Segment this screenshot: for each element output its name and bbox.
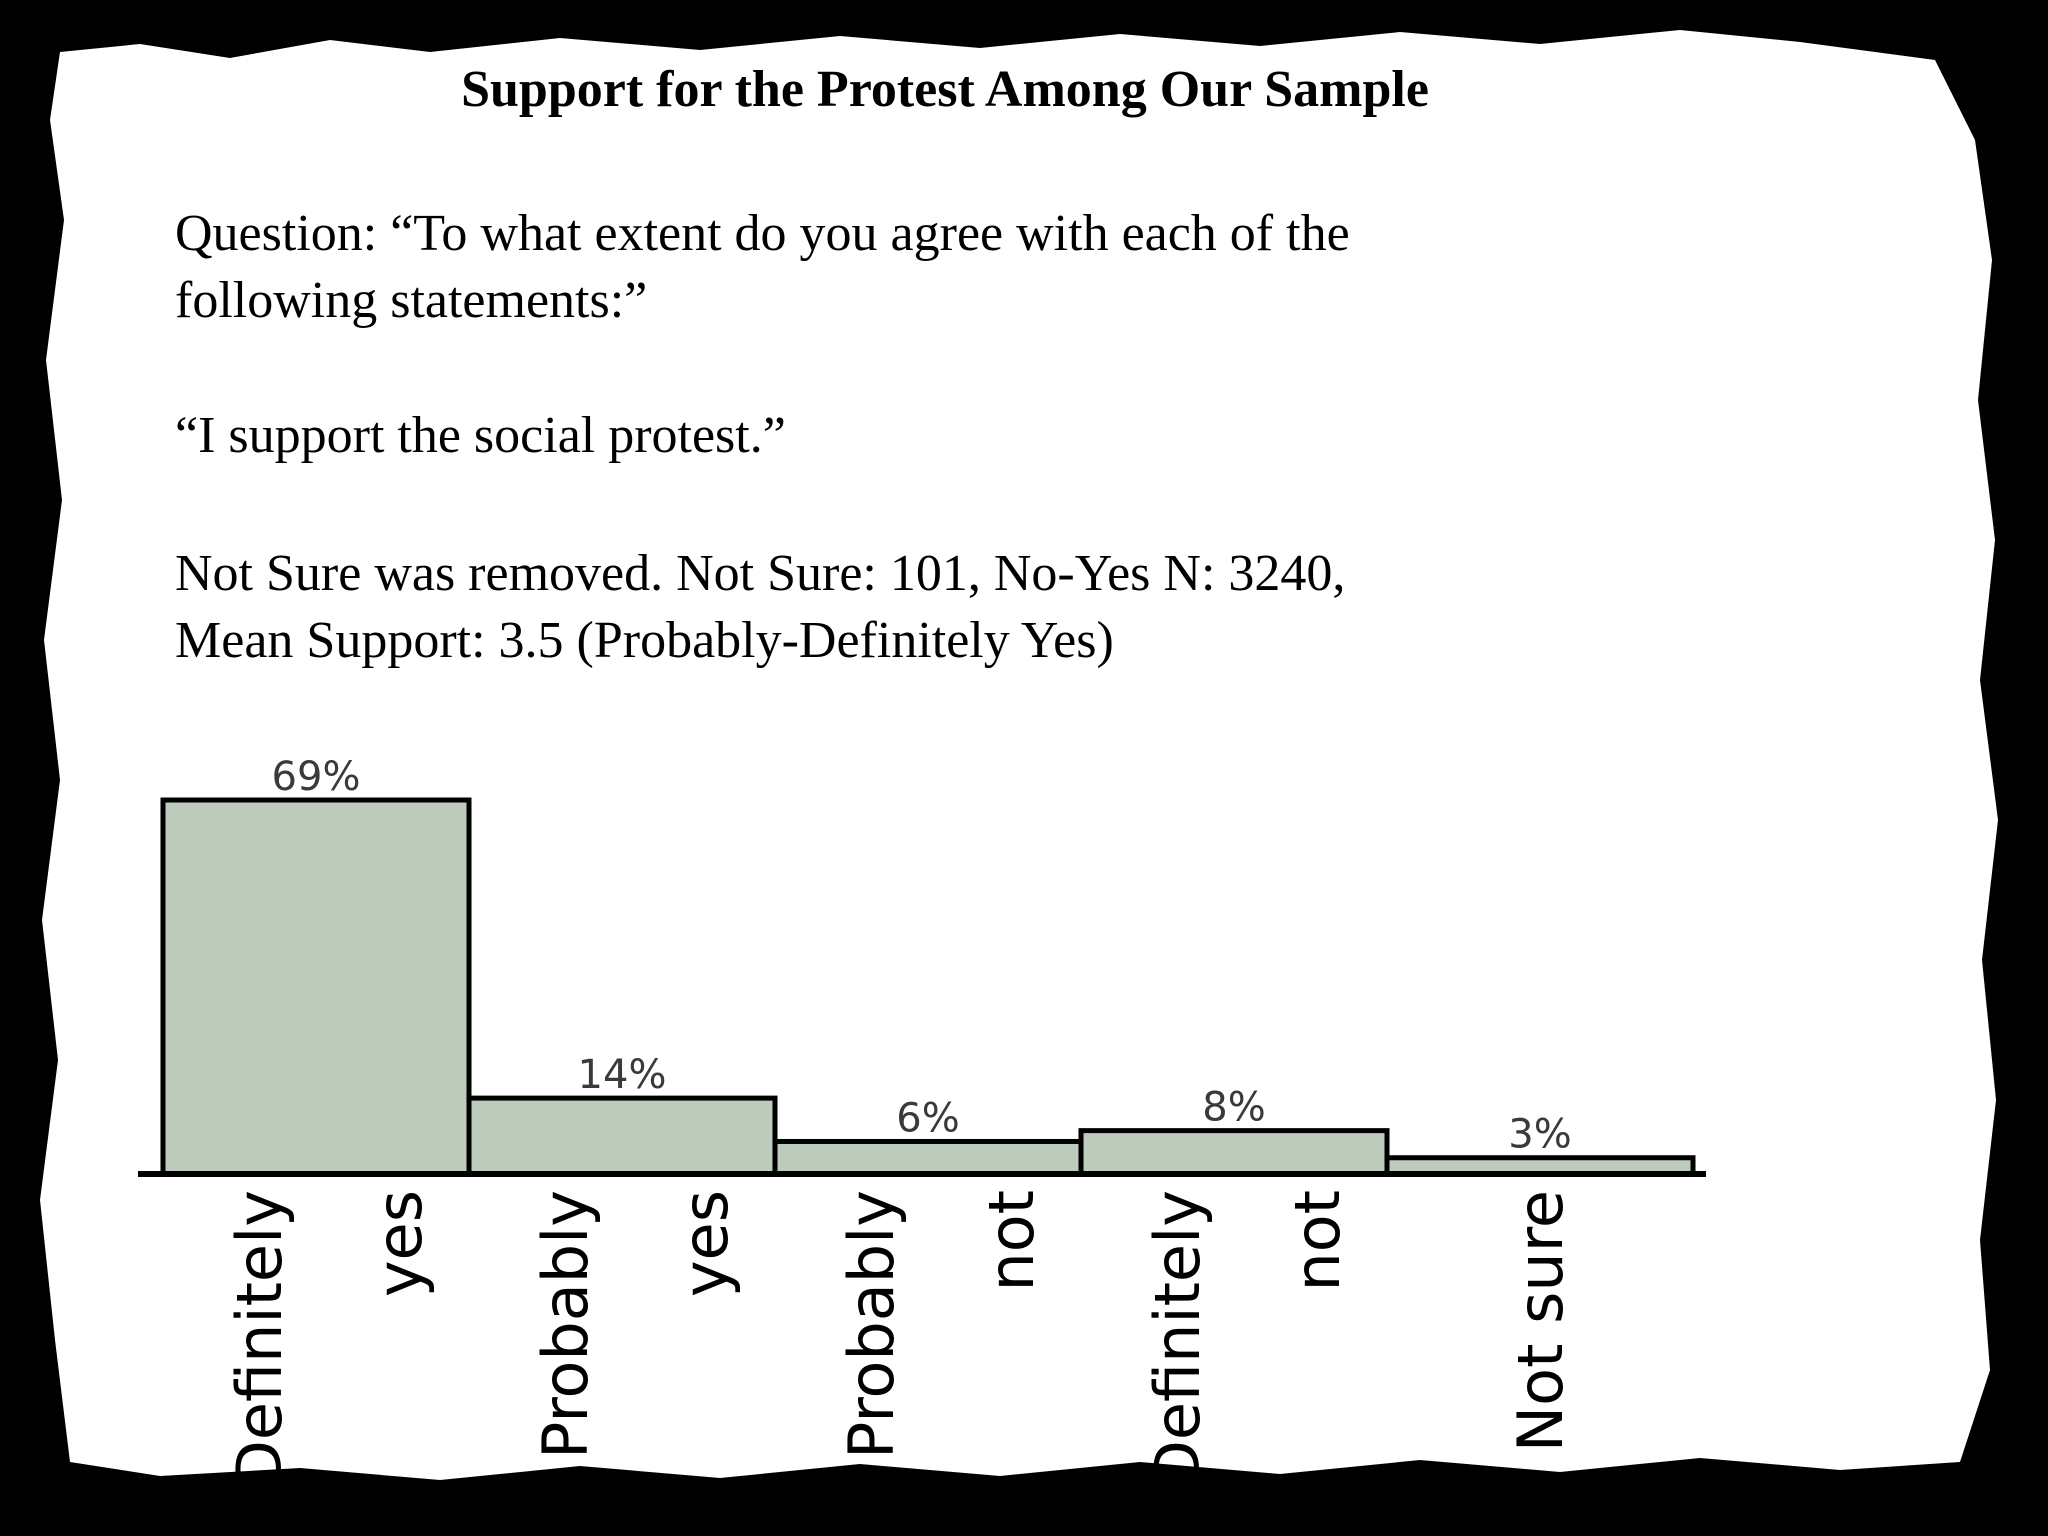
sample-note-line-1: Not Sure was removed. Not Sure: 101, No-… (175, 545, 1346, 602)
data-label-1: 14% (578, 1052, 667, 1098)
question-line-2: following statements:” (175, 272, 648, 329)
category-label-1-1: yes (669, 1190, 742, 1297)
sample-note: Not Sure was removed. Not Sure: 101, No-… (175, 540, 1675, 674)
bar-3 (1078, 1128, 1390, 1177)
bar-2 (772, 1138, 1084, 1177)
statement-text: “I support the social protest.” (175, 407, 786, 464)
question-text: Question: “To what extent do you agree w… (175, 200, 1675, 334)
slide-title: Support for the Protest Among Our Sample (461, 61, 1429, 118)
category-label-4-0: Not sure (1504, 1190, 1577, 1452)
sample-note-line-2: Mean Support: 3.5 (Probably-Definitely Y… (175, 612, 1114, 669)
category-label-3-0: Definitely (1141, 1190, 1214, 1488)
data-label-0: 69% (272, 754, 361, 800)
bar-0 (160, 797, 472, 1177)
data-label-4: 3% (1508, 1112, 1571, 1158)
category-label-0-0: Definitely (223, 1190, 296, 1488)
category-label-3-1: not (1281, 1190, 1354, 1292)
category-label-1-0: Probably (529, 1190, 602, 1459)
data-label-3: 8% (1202, 1085, 1265, 1131)
category-label-2-1: not (975, 1190, 1048, 1292)
bar-1 (466, 1095, 778, 1177)
category-label-2-0: Probably (835, 1190, 908, 1459)
category-label-0-1: yes (363, 1190, 436, 1297)
data-label-2: 6% (896, 1095, 959, 1141)
question-line-1: Question: “To what extent do you agree w… (175, 205, 1350, 262)
